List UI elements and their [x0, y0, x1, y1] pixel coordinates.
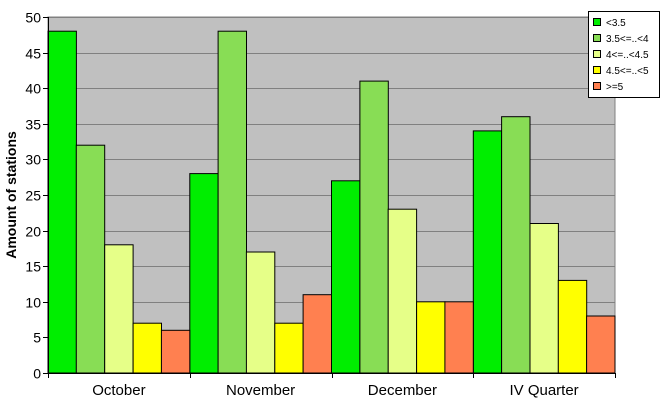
legend-swatch: [593, 82, 601, 90]
bar: [47, 30, 77, 374]
legend-label: 3.5<=..<4: [606, 34, 649, 45]
y-tick-label: 15: [25, 259, 41, 275]
legend-swatch: [593, 18, 601, 26]
bar: [132, 322, 163, 374]
y-tick-label: 30: [25, 152, 41, 168]
legend: <3.5 3.5<=..<4 4<=..<4.5 4.5<=..<5 >=5: [588, 11, 660, 98]
x-category-label: October: [92, 382, 145, 399]
legend-swatch: [593, 34, 601, 42]
bar: [245, 251, 276, 374]
legend-label: <3.5: [606, 18, 626, 29]
bar: [331, 180, 361, 374]
y-tick-label: 50: [25, 10, 41, 26]
bar: [217, 30, 248, 374]
y-axis-title: Amount of stations: [3, 131, 19, 259]
y-tick-label: 40: [25, 81, 41, 97]
bar: [387, 208, 418, 374]
bar: [359, 80, 389, 374]
bar: [416, 301, 446, 374]
y-tick-label: 5: [33, 330, 41, 346]
legend-swatch: [593, 50, 601, 58]
bar: [501, 116, 531, 374]
y-tick-label: 25: [25, 188, 41, 204]
bar: [104, 244, 134, 374]
x-category-label: November: [226, 382, 295, 399]
bar: [586, 315, 616, 374]
y-tick-label: 0: [33, 366, 41, 382]
bar: [75, 144, 106, 374]
x-category-label: December: [368, 382, 437, 399]
y-tick-label: 20: [25, 224, 41, 240]
bar: [529, 223, 559, 374]
y-tick-label: 35: [25, 117, 41, 133]
bar: [444, 301, 474, 374]
bar: [472, 130, 503, 374]
bar: [189, 173, 219, 374]
legend-label: >=5: [606, 82, 624, 93]
bar: [160, 329, 191, 374]
y-tick-label: 10: [25, 295, 41, 311]
legend-label: 4.5<=..<5: [606, 66, 649, 77]
legend-label: 4<=..<4.5: [606, 50, 649, 61]
bar: [302, 294, 333, 374]
x-category-label: IV Quarter: [509, 382, 578, 399]
legend-swatch: [593, 66, 601, 74]
y-tick-label: 45: [25, 46, 41, 62]
bar: [274, 322, 304, 374]
bar: [557, 279, 588, 374]
axes: 0 5 10 15 20 25 30 35 40 45 50 October November Decem…: [25, 10, 616, 399]
